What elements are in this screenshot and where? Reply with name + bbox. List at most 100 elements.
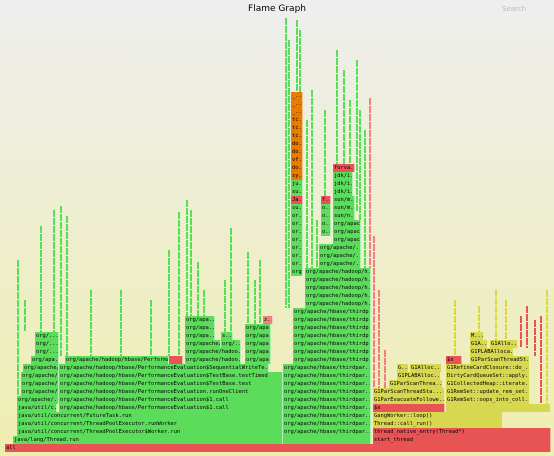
flame-frame[interactable]: org/apache/hbase/thirdpar...: [283, 372, 371, 380]
stack-spike[interactable]: [60, 206, 62, 356]
flame-frame[interactable]: org/apa...: [245, 332, 271, 340]
flame-frame[interactable]: do...: [291, 164, 303, 172]
flame-frame[interactable]: org/apa...: [245, 348, 271, 356]
flame-frame[interactable]: org/apache/hadoo...: [185, 356, 241, 364]
flame-frame[interactable]: org/apache/hbase/thirdpar...: [283, 388, 371, 396]
flame-frame[interactable]: org/apache/hbase/thirdp...: [293, 332, 371, 340]
stack-spike[interactable]: [90, 290, 92, 356]
flame-frame[interactable]: org/apache/hbase/thirdpar...: [283, 428, 371, 436]
flame-frame[interactable]: DirtyCardQueueSet::apply...: [446, 372, 530, 380]
flame-frame[interactable]: org/apache/hadoop/h...: [305, 292, 371, 300]
flame-frame[interactable]: G1PLABAlloc...: [397, 372, 441, 380]
stack-spike[interactable]: [534, 320, 536, 356]
search-button[interactable]: Search: [502, 5, 527, 13]
flame-frame[interactable]: z...: [263, 316, 273, 324]
stack-spike[interactable]: [520, 316, 522, 348]
flame-frame[interactable]: or...: [291, 244, 303, 252]
flame-frame[interactable]: java/util/concurrent/ThreadPoolExecutor$…: [17, 428, 283, 436]
stack-spike[interactable]: [316, 220, 318, 268]
flame-frame[interactable]: jdk/i...: [333, 188, 353, 196]
flame-frame[interactable]: or...: [291, 228, 303, 236]
flame-frame[interactable]: org/apache/hbase/thirdp...: [293, 316, 371, 324]
flame-frame[interactable]: GangWorker::loop(): [373, 412, 503, 420]
flame-frame[interactable]: _...: [291, 108, 303, 116]
flame-frame[interactable]: tc...: [291, 124, 303, 132]
flame-frame[interactable]: G1Alloc...: [410, 364, 442, 372]
stack-spike[interactable]: [247, 252, 249, 324]
stack-spike[interactable]: [17, 260, 19, 404]
stack-spike[interactable]: [526, 306, 528, 348]
flame-frame[interactable]: G1A...: [470, 340, 488, 348]
flame-frame[interactable]: org/apache/...: [333, 220, 361, 228]
stack-spike[interactable]: [306, 120, 308, 268]
flame-frame[interactable]: sun/m...: [333, 204, 355, 212]
flame-frame[interactable]: org/apa...: [185, 332, 215, 340]
flame-frame[interactable]: tc...: [291, 116, 303, 124]
flame-frame[interactable]: org/apa...: [31, 356, 59, 364]
flame-frame[interactable]: G1RemSet::oops_into_coll...: [446, 396, 530, 404]
flame-frame[interactable]: org/apache/hbase/thirdpar...: [283, 404, 371, 412]
flame-frame[interactable]: [169, 356, 183, 364]
stack-spike[interactable]: [324, 110, 326, 196]
flame-frame[interactable]: org/apache/hadoop/h...: [305, 276, 371, 284]
stack-spike[interactable]: [120, 290, 122, 356]
flame-frame[interactable]: Ja...: [291, 196, 303, 204]
flame-frame[interactable]: G1Allo...: [490, 340, 518, 348]
stack-spike[interactable]: [478, 306, 480, 332]
flame-frame[interactable]: or...: [291, 212, 303, 220]
flame-frame[interactable]: sy...: [291, 172, 303, 180]
stack-spike[interactable]: [356, 60, 358, 212]
flame-frame[interactable]: org/apache/hadoop/h...: [305, 300, 371, 308]
flame-frame[interactable]: G...: [397, 364, 409, 372]
flame-frame[interactable]: or...: [291, 260, 303, 268]
flame-frame[interactable]: o...: [321, 220, 331, 228]
stack-spike[interactable]: [230, 228, 232, 332]
flame-frame[interactable]: org/apache/...: [17, 396, 59, 404]
flame-frame[interactable]: G1ParEvacuateFollowe...: [373, 396, 445, 404]
flame-frame[interactable]: org/apache/hbase/thirdp...: [293, 348, 371, 356]
flame-frame[interactable]: jdk/i...: [333, 180, 353, 188]
stack-spike[interactable]: [349, 100, 351, 164]
flame-frame[interactable]: org/apache/hbase/thirdp...: [293, 340, 371, 348]
flame-frame[interactable]: org/apache/hadoop/hbase/PerformanceEvalu…: [59, 364, 269, 372]
flame-frame[interactable]: org/...: [35, 348, 59, 356]
stack-spike[interactable]: [53, 210, 55, 332]
flame-frame[interactable]: org/apache/hbase/thirdpar...: [283, 380, 371, 388]
flame-frame[interactable]: org/apache/hadoop/hbase/PerformanceEvalu…: [59, 404, 283, 412]
stack-spike[interactable]: [299, 30, 301, 92]
flame-frame[interactable]: org/apache/...: [21, 388, 59, 396]
stack-spike[interactable]: [359, 110, 361, 228]
flame-frame[interactable]: o...: [321, 212, 331, 220]
stack-spike[interactable]: [40, 226, 42, 332]
flame-frame[interactable]: [283, 436, 371, 444]
flame-frame[interactable]: all: [5, 444, 551, 452]
stack-spike[interactable]: [378, 290, 380, 404]
flame-frame[interactable]: org/apache/hbase/thirdp...: [293, 324, 371, 332]
flame-frame[interactable]: G1ParScanThreadSta...: [373, 388, 445, 396]
flame-frame[interactable]: org/apache/...: [319, 252, 361, 260]
flame-frame[interactable]: sun/m...: [333, 196, 355, 204]
flame-frame[interactable]: java/util/concurrent/FutureTask.run: [17, 412, 283, 420]
flame-frame[interactable]: $x: [446, 356, 462, 364]
stack-spike[interactable]: [288, 40, 290, 308]
flame-frame[interactable]: org/...: [35, 332, 59, 340]
flame-frame[interactable]: org/apache/hadoop/hbase/Performa...: [65, 356, 169, 364]
flame-frame[interactable]: org/apache/hbase/thirdpar...: [283, 420, 371, 428]
stack-spike[interactable]: [369, 98, 371, 308]
flame-frame[interactable]: G1RefineCardClosure::do_...: [446, 364, 530, 372]
flame-frame[interactable]: Thread::call_run(): [373, 420, 503, 428]
flame-frame[interactable]: o...: [321, 204, 331, 212]
flame-frame[interactable]: su...: [291, 204, 303, 212]
stack-spike[interactable]: [254, 280, 256, 324]
flame-frame[interactable]: org/apache/hadoop/h...: [305, 268, 371, 276]
flame-frame[interactable]: G1PLABAlloca...: [470, 348, 514, 356]
stack-spike[interactable]: [178, 212, 180, 356]
stack-spike[interactable]: [495, 290, 497, 340]
stack-spike[interactable]: [454, 300, 456, 356]
stack-spike[interactable]: [259, 260, 261, 324]
flame-frame[interactable]: org/apache/h...: [185, 340, 221, 348]
flame-frame[interactable]: org/apache/hbase/thirdp...: [293, 308, 371, 316]
flame-frame[interactable]: _...: [291, 100, 303, 108]
flame-frame[interactable]: G1CollectedHeap::iterate...: [446, 380, 530, 388]
stack-spike[interactable]: [343, 70, 345, 164]
